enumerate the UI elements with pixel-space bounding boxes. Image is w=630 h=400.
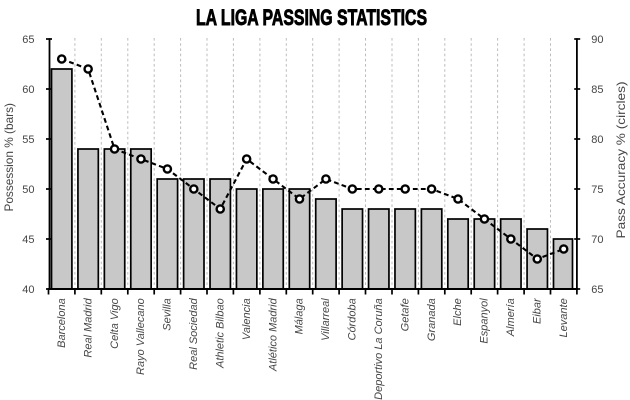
svg-text:85: 85 [591,84,603,96]
svg-text:Córdoba: Córdoba [347,298,359,340]
svg-text:Atlético Madrid: Atlético Madrid [267,297,279,372]
svg-text:75: 75 [591,184,603,196]
svg-text:65: 65 [591,284,603,296]
svg-text:Real Sociedad: Real Sociedad [188,297,200,369]
svg-text:Celta Vigo: Celta Vigo [109,298,121,349]
svg-text:Almería: Almería [505,298,517,337]
svg-text:Deportivo La Coruña: Deportivo La Coruña [373,298,385,400]
svg-text:Valencia: Valencia [241,298,253,340]
svg-text:40: 40 [22,284,34,296]
svg-text:Getafe: Getafe [399,298,411,331]
svg-text:Possession % (bars): Possession % (bars) [2,103,16,212]
svg-text:Elche: Elche [452,298,464,326]
svg-text:Barcelona: Barcelona [56,298,68,348]
svg-text:Eibar: Eibar [531,297,543,324]
svg-text:Villarreal: Villarreal [320,298,332,341]
svg-text:Granada: Granada [426,298,438,341]
svg-text:Rayo Vallecano: Rayo Vallecano [135,298,147,375]
svg-text:80: 80 [591,134,603,146]
svg-text:70: 70 [591,234,603,246]
svg-text:LA LIGA PASSING STATISTICS: LA LIGA PASSING STATISTICS [196,7,427,31]
svg-text:Pass Accuracy % (circles): Pass Accuracy % (circles) [614,81,628,238]
svg-text:55: 55 [22,134,34,146]
svg-text:Real Madrid: Real Madrid [82,297,94,357]
svg-text:Athletic Bilbao: Athletic Bilbao [214,298,226,369]
svg-text:60: 60 [22,84,34,96]
svg-text:65: 65 [22,34,34,46]
svg-text:Málaga: Málaga [294,298,306,334]
svg-text:45: 45 [22,234,34,246]
svg-text:Sevilla: Sevilla [162,298,174,330]
svg-text:Levante: Levante [558,298,570,337]
svg-text:50: 50 [22,184,34,196]
svg-text:Espanyol: Espanyol [479,298,491,344]
svg-text:90: 90 [591,34,603,46]
